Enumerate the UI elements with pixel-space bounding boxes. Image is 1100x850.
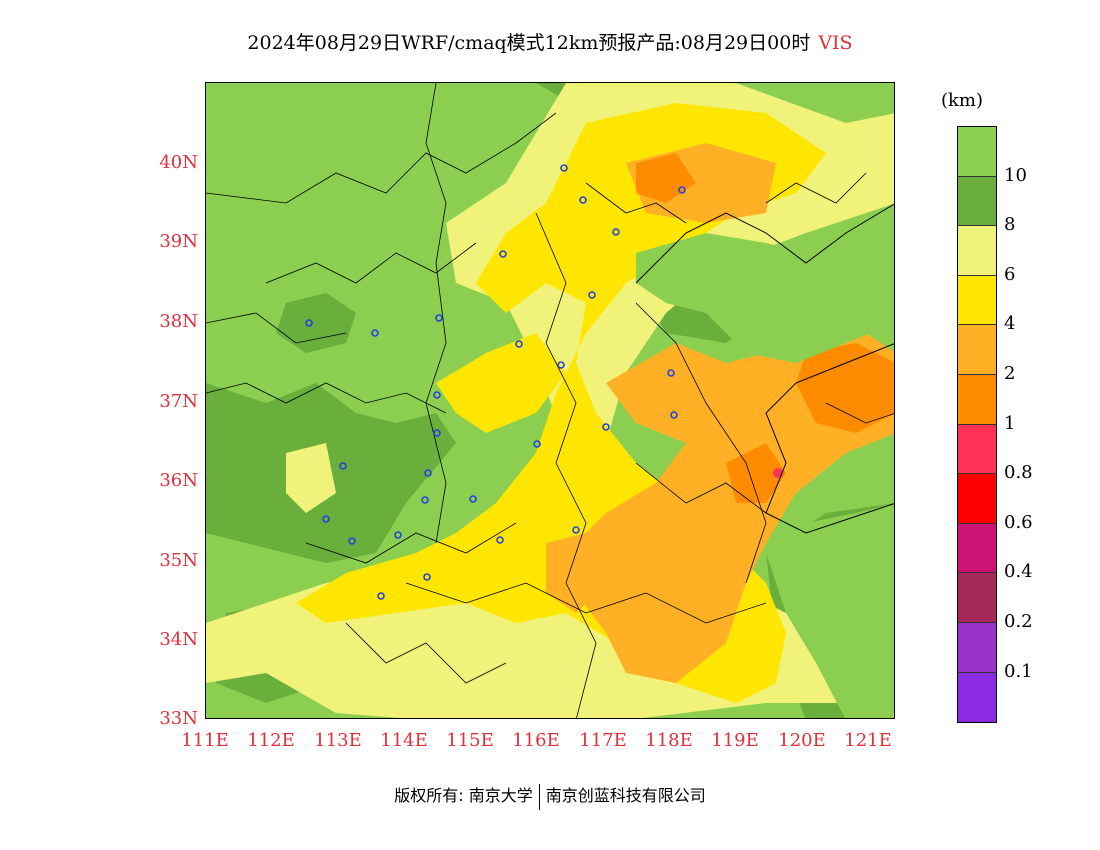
city-marker xyxy=(469,495,477,503)
city-marker xyxy=(433,429,441,437)
title-text: 2024年08月29日WRF/cmaq模式12km预报产品:08月29日00时 xyxy=(247,32,811,54)
credit-line: 版权所有: 南京大学 南京创蓝科技有限公司 xyxy=(0,782,1100,810)
credit-owner: 版权所有: 南京大学 xyxy=(394,786,533,805)
variable-label: VIS xyxy=(818,32,853,54)
city-marker xyxy=(557,361,565,369)
city-marker xyxy=(533,440,541,448)
lat-label: 36N xyxy=(159,470,198,491)
colorbar-label: 1 xyxy=(1004,412,1016,434)
colorbar xyxy=(957,126,997,724)
city-marker xyxy=(423,573,431,581)
colorbar-label: 0.1 xyxy=(1004,660,1033,682)
colorbar-label: 2 xyxy=(1004,363,1016,384)
lat-label: 40N xyxy=(159,152,198,173)
colorbar-label: 8 xyxy=(1004,214,1016,236)
credit-separator xyxy=(538,783,540,810)
lat-label: 39N xyxy=(159,231,198,252)
lon-label: 112E xyxy=(247,730,295,751)
colorbar-label: 6 xyxy=(1004,263,1016,285)
city-marker xyxy=(348,537,356,545)
colorbar-swatch xyxy=(958,275,996,326)
colorbar-swatch xyxy=(958,176,996,227)
city-marker xyxy=(377,592,385,600)
city-marker xyxy=(305,319,313,327)
lat-label: 38N xyxy=(159,311,198,332)
city-markers xyxy=(305,164,686,600)
colorbar-label: 10 xyxy=(1004,164,1027,186)
city-marker xyxy=(678,186,686,194)
city-marker xyxy=(371,329,379,337)
lon-label: 118E xyxy=(645,730,693,751)
city-marker xyxy=(499,250,507,258)
lat-label: 34N xyxy=(159,629,198,650)
city-marker xyxy=(496,536,504,544)
city-marker xyxy=(572,526,580,534)
lon-label: 120E xyxy=(778,730,826,751)
lat-label: 37N xyxy=(159,391,198,412)
colorbar-swatch xyxy=(958,622,996,673)
colorbar-swatch xyxy=(958,474,996,524)
sea-area xyxy=(636,213,894,718)
city-marker xyxy=(667,369,675,377)
visibility-map xyxy=(205,82,895,719)
colorbar-unit: (km) xyxy=(941,90,984,111)
city-marker xyxy=(670,411,678,419)
city-marker xyxy=(435,314,443,322)
vis-1km-zone xyxy=(636,153,894,503)
city-marker xyxy=(424,469,432,477)
lon-label: 117E xyxy=(579,730,627,751)
city-marker xyxy=(339,462,347,470)
colorbar-swatch xyxy=(958,325,996,375)
colorbar-label: 4 xyxy=(1004,313,1016,335)
colorbar-swatch xyxy=(958,573,996,623)
city-marker xyxy=(421,496,429,504)
lat-label: 35N xyxy=(159,550,198,571)
lat-label: 33N xyxy=(159,708,198,729)
city-marker xyxy=(394,531,402,539)
colorbar-swatch xyxy=(958,226,996,276)
colorbar-label: 0.6 xyxy=(1004,511,1033,533)
coastline xyxy=(635,203,894,534)
colorbar-swatch xyxy=(958,523,996,574)
lon-label: 113E xyxy=(314,730,362,751)
admin-boundaries xyxy=(206,83,894,718)
colorbar-swatch xyxy=(958,424,996,475)
city-marker xyxy=(515,340,523,348)
city-marker xyxy=(612,228,620,236)
city-marker xyxy=(579,196,587,204)
colorbar-label: 0.8 xyxy=(1004,462,1033,484)
city-marker xyxy=(588,291,596,299)
colorbar-label: 0.2 xyxy=(1004,611,1033,632)
city-marker xyxy=(560,164,568,172)
map-title: 2024年08月29日WRF/cmaq模式12km预报产品:08月29日00时 V… xyxy=(0,28,1100,55)
city-marker xyxy=(322,515,330,523)
lon-label: 111E xyxy=(181,730,229,751)
city-marker xyxy=(602,423,610,431)
colorbar-swatch xyxy=(958,672,996,723)
lon-label: 121E xyxy=(844,730,892,751)
lon-label: 119E xyxy=(711,730,759,751)
credit-company: 南京创蓝科技有限公司 xyxy=(545,786,706,805)
city-marker xyxy=(433,391,441,399)
colorbar-label: 0.4 xyxy=(1004,561,1033,583)
colorbar-swatch xyxy=(958,127,996,177)
lon-label: 116E xyxy=(512,730,560,751)
lon-label: 115E xyxy=(446,730,494,751)
lon-label: 114E xyxy=(380,730,428,751)
colorbar-swatch xyxy=(958,374,996,425)
